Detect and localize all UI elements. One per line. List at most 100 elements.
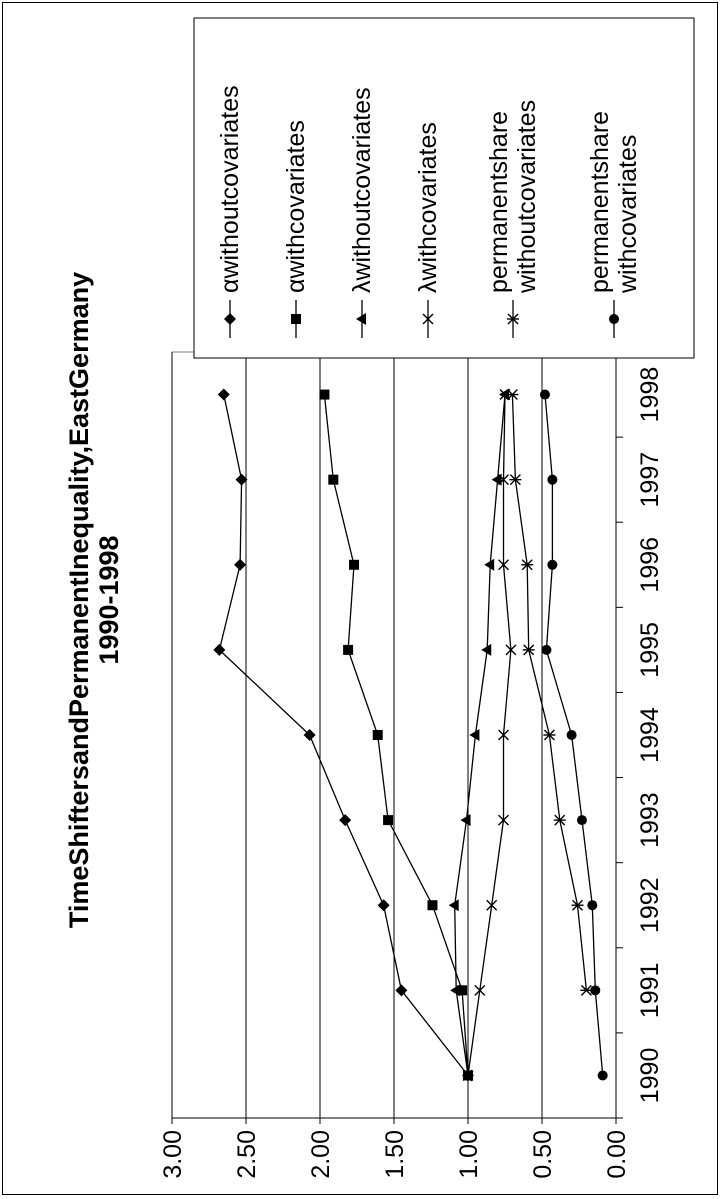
legend-label: αwithcovariates	[282, 120, 310, 293]
chart-title: TimeShiftersandPermanentInequality,EastG…	[64, 272, 94, 928]
data-point	[571, 899, 584, 911]
data-point	[486, 899, 498, 911]
data-point	[462, 1069, 474, 1081]
category-tick-label: 1996	[636, 537, 664, 593]
category-tick-label: 1997	[636, 452, 664, 508]
value-tick-label: 0.50	[529, 1130, 557, 1179]
data-point	[448, 899, 459, 912]
data-point	[506, 389, 519, 401]
data-point	[543, 729, 556, 741]
data-point	[474, 984, 486, 996]
data-point	[377, 899, 390, 912]
category-tick-label: 1993	[636, 792, 664, 848]
series-line	[218, 394, 469, 1076]
category-tick-label: 1998	[636, 367, 664, 423]
data-point	[541, 644, 552, 655]
data-point	[343, 644, 354, 655]
legend-item: λwithcovariates	[414, 122, 442, 338]
series-line	[323, 394, 469, 1076]
legend-marker	[422, 313, 434, 325]
legend: αwithoutcovariates αwithcovariates λwithou…	[193, 17, 695, 359]
category-tick-label: 1995	[636, 622, 664, 678]
legend-marker	[291, 314, 301, 324]
data-point	[498, 814, 510, 826]
legend-label: λwithoutcovariates	[348, 87, 376, 293]
value-tick-label: 3.00	[159, 1130, 187, 1179]
data-point	[498, 729, 510, 741]
legend-box	[193, 17, 695, 359]
series-line	[454, 394, 506, 1076]
legend-label: αwithoutcovariates	[216, 85, 244, 293]
data-point	[522, 644, 535, 656]
data-point	[566, 730, 577, 740]
legend-item: αwithoutcovariates	[216, 85, 244, 338]
category-tick-label: 1991	[636, 963, 664, 1019]
data-point	[576, 815, 587, 826]
data-point	[213, 643, 226, 656]
data-point	[460, 814, 471, 827]
data-point	[319, 389, 330, 400]
data-point	[539, 389, 550, 400]
category-tick-label: 1994	[636, 707, 664, 763]
value-tick-label: 0.00	[603, 1130, 631, 1179]
data-point	[427, 900, 438, 911]
category-tick-label: 1990	[636, 1048, 664, 1104]
legend-item: permanentshare withoutcovariates	[485, 100, 541, 338]
data-point	[505, 644, 517, 656]
legend-marker	[224, 313, 236, 325]
data-point	[587, 900, 598, 911]
data-point	[590, 985, 601, 996]
data-point	[498, 474, 510, 486]
series-3	[448, 388, 509, 1082]
legend-label: permanentshare	[586, 111, 614, 293]
legend-label: withcovariates	[614, 135, 642, 294]
legend-label: withoutcovariates	[513, 100, 541, 294]
legend-marker	[609, 314, 619, 324]
series-5	[506, 389, 593, 996]
data-point	[509, 474, 522, 486]
plot-area: 0.00 0.50 1.00 1.50 2.00 2.50 3.00 1990 1991 1992…	[159, 351, 664, 1179]
category-tick-label: 1992	[636, 877, 664, 933]
data-point	[462, 1069, 472, 1082]
data-point	[481, 643, 492, 656]
value-tick-label: 2.00	[307, 1130, 335, 1179]
chart-subtitle: 1990-1998	[94, 535, 124, 664]
series-6	[539, 389, 608, 1081]
legend-label: permanentshare	[485, 111, 513, 293]
value-tick-label: 1.00	[455, 1130, 483, 1179]
data-point	[450, 984, 461, 997]
data-point	[521, 559, 534, 571]
data-point	[395, 984, 408, 997]
legend-item: λwithoutcovariates	[348, 87, 376, 338]
data-point	[303, 729, 316, 741]
data-point	[349, 559, 360, 570]
data-point	[328, 474, 339, 485]
legend-marker	[507, 313, 519, 325]
series-2	[319, 389, 473, 1081]
data-point	[491, 473, 502, 486]
data-point	[498, 559, 510, 571]
data-point	[372, 730, 383, 740]
legend-item: permanentshare withcovariates	[586, 111, 642, 338]
data-point	[547, 559, 558, 570]
data-point	[597, 1070, 608, 1081]
chart-titles: TimeShiftersandPermanentInequality,EastG…	[64, 272, 124, 928]
data-point	[547, 474, 558, 485]
legend-marker	[356, 313, 366, 325]
data-point	[469, 729, 480, 741]
value-tick-label: 2.50	[233, 1130, 261, 1179]
data-point	[457, 985, 468, 996]
data-point	[234, 558, 247, 571]
data-point	[484, 558, 495, 571]
data-point	[499, 388, 509, 401]
data-point	[235, 473, 248, 486]
series-4	[462, 389, 517, 1081]
data-point	[339, 814, 352, 827]
legend-item: αwithcovariates	[282, 120, 310, 338]
data-point	[383, 815, 394, 826]
series-1	[213, 388, 474, 1082]
data-point	[217, 388, 230, 401]
data-point	[553, 814, 566, 826]
